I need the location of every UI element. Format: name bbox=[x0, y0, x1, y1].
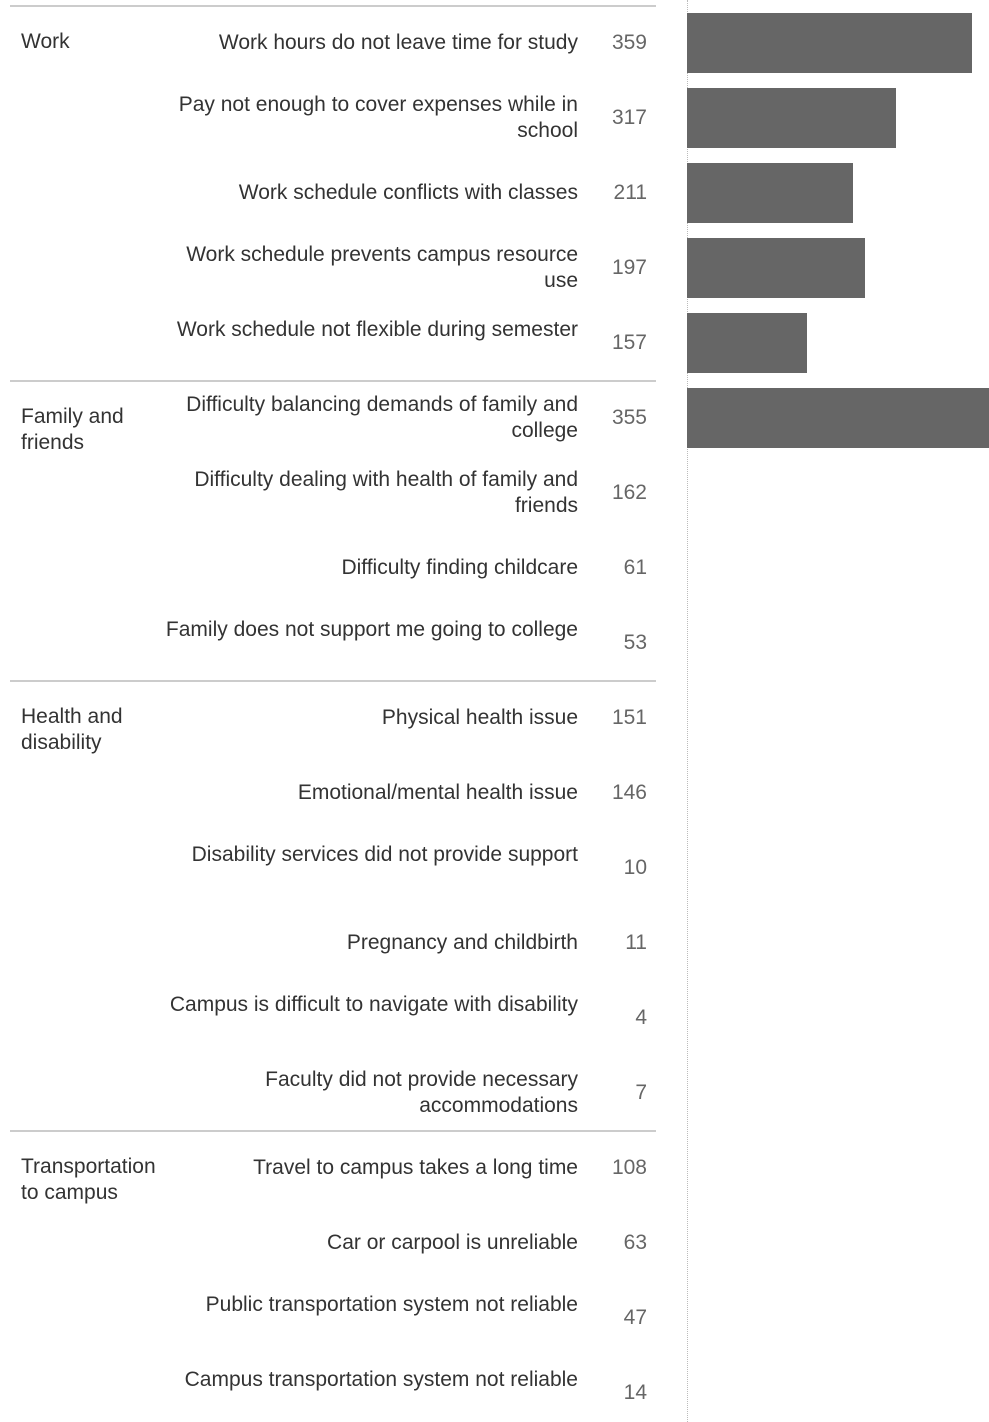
group-separator bbox=[10, 680, 656, 682]
value-label: 151 bbox=[611, 705, 647, 729]
item-label: Travel to campus takes a long time bbox=[253, 1155, 578, 1179]
bar bbox=[687, 387, 989, 448]
group-separator bbox=[10, 5, 656, 7]
value-label: 108 bbox=[611, 1155, 647, 1179]
value-label: 61 bbox=[623, 555, 647, 579]
value-label: 10 bbox=[623, 855, 647, 879]
value-label: 355 bbox=[611, 405, 647, 429]
value-label: 7 bbox=[635, 1080, 647, 1104]
value-label: 359 bbox=[611, 30, 647, 54]
item-label: Difficulty dealing with health of family… bbox=[194, 467, 578, 517]
item-label: Car or carpool is unreliable bbox=[327, 1230, 578, 1254]
item-label: Pay not enough to cover expenses while i… bbox=[178, 92, 578, 142]
item-label: Family does not support me going to coll… bbox=[165, 617, 578, 641]
value-label: 197 bbox=[611, 255, 647, 279]
bar bbox=[687, 162, 853, 223]
item-label: Emotional/mental health issue bbox=[297, 780, 578, 804]
item-label: Campus transportation system not reliabl… bbox=[184, 1367, 578, 1391]
value-label: 47 bbox=[623, 1305, 647, 1329]
bar-axis-line bbox=[687, 0, 688, 1422]
value-label: 53 bbox=[623, 630, 647, 654]
item-label: Difficulty balancing demands of family a… bbox=[186, 392, 578, 442]
item-label: Difficulty finding childcare bbox=[341, 555, 578, 579]
bar bbox=[687, 12, 972, 73]
value-label: 4 bbox=[635, 1005, 647, 1029]
item-label: Faculty did not provide necessary accomm… bbox=[265, 1067, 578, 1117]
bar bbox=[687, 312, 807, 373]
category-label: Transportation to campus bbox=[21, 1155, 156, 1204]
category-label: Health and disability bbox=[21, 705, 123, 754]
item-label: Disability services did not provide supp… bbox=[191, 842, 578, 866]
item-label: Work hours do not leave time for study bbox=[218, 30, 578, 54]
item-label: Physical health issue bbox=[381, 705, 578, 729]
item-label: Public transportation system not reliabl… bbox=[205, 1292, 578, 1316]
value-label: 11 bbox=[625, 930, 647, 954]
group-separator bbox=[10, 1130, 656, 1132]
value-label: 162 bbox=[611, 480, 647, 504]
item-label: Work schedule conflicts with classes bbox=[238, 180, 578, 204]
group-separator bbox=[10, 380, 656, 382]
value-label: 157 bbox=[611, 330, 647, 354]
value-label: 211 bbox=[613, 180, 647, 204]
item-label: Campus is difficult to navigate with dis… bbox=[169, 992, 578, 1016]
bar bbox=[687, 87, 896, 148]
item-label: Pregnancy and childbirth bbox=[346, 930, 578, 954]
value-label: 146 bbox=[611, 780, 647, 804]
category-label: Work bbox=[21, 30, 70, 53]
category-label: Family and friends bbox=[21, 405, 124, 454]
item-label: Work schedule not flexible during semest… bbox=[176, 317, 578, 341]
value-label: 317 bbox=[611, 105, 647, 129]
value-label: 63 bbox=[623, 1230, 647, 1254]
value-label: 14 bbox=[623, 1380, 647, 1404]
item-label: Work schedule prevents campus resource u… bbox=[186, 242, 578, 292]
bar bbox=[687, 237, 865, 298]
